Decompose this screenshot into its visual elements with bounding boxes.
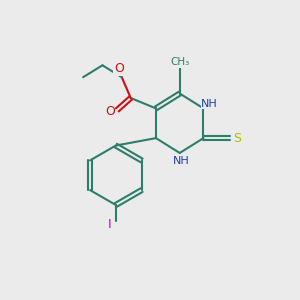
Text: O: O [105,105,115,118]
Text: NH: NH [201,99,218,109]
Text: S: S [233,132,241,145]
Text: I: I [107,218,111,231]
Text: O: O [114,62,124,75]
Text: NH: NH [173,156,190,166]
Text: CH₃: CH₃ [170,57,189,67]
